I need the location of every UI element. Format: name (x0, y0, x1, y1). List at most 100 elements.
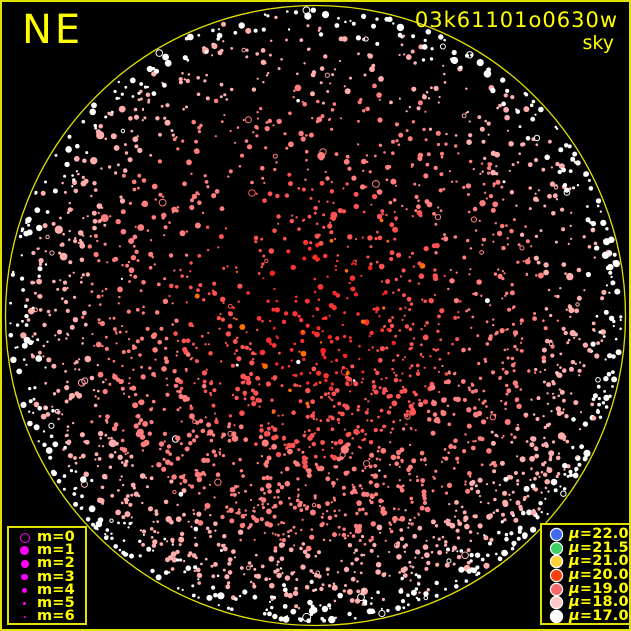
star (229, 487, 236, 493)
star (349, 598, 355, 603)
star (72, 271, 75, 274)
star (110, 493, 115, 498)
star (325, 567, 330, 572)
star (385, 376, 388, 380)
star (577, 462, 582, 467)
star (174, 285, 179, 289)
star (424, 199, 430, 204)
star (583, 289, 586, 292)
star (49, 434, 54, 439)
legend-row: m=3 (12, 569, 85, 584)
star (374, 492, 379, 497)
star (297, 488, 300, 491)
star (194, 542, 199, 548)
star (213, 98, 219, 104)
star (74, 470, 78, 473)
star (155, 116, 160, 121)
star (112, 359, 116, 363)
star (186, 432, 192, 438)
star (501, 436, 504, 439)
star (334, 68, 337, 71)
star (228, 570, 232, 574)
star (33, 332, 37, 336)
star (90, 290, 94, 293)
star (268, 248, 275, 254)
star (270, 398, 274, 402)
star (562, 462, 568, 469)
star (217, 246, 220, 249)
star (37, 406, 42, 411)
star (93, 188, 98, 192)
star (576, 267, 582, 273)
star (360, 428, 365, 433)
star (222, 534, 227, 539)
star (361, 507, 365, 512)
star (315, 570, 321, 576)
star (97, 371, 104, 378)
star (380, 509, 386, 515)
star (540, 491, 543, 494)
star (566, 272, 574, 281)
star (510, 95, 515, 100)
star (368, 265, 373, 271)
star (232, 339, 238, 344)
star (275, 299, 279, 303)
star (304, 584, 310, 590)
star (432, 348, 436, 351)
star (368, 348, 371, 351)
star (332, 201, 335, 205)
star (369, 500, 374, 505)
star (235, 501, 238, 504)
star (92, 218, 98, 224)
star (159, 326, 164, 331)
star (490, 411, 494, 414)
star (237, 283, 243, 289)
star (502, 198, 505, 201)
star (268, 447, 272, 450)
star (212, 388, 217, 393)
star (254, 240, 257, 243)
star (454, 579, 458, 583)
star (364, 410, 369, 415)
star (548, 457, 553, 462)
star (414, 587, 419, 591)
star (319, 586, 324, 592)
star (10, 356, 17, 363)
star (175, 456, 181, 461)
star (409, 426, 412, 429)
star (316, 427, 321, 432)
star (173, 383, 178, 388)
star (38, 308, 43, 312)
star (18, 234, 23, 239)
star (45, 412, 51, 417)
star (410, 571, 414, 575)
star (207, 429, 214, 436)
star (306, 381, 310, 385)
star (307, 389, 311, 393)
star (329, 221, 332, 224)
star (434, 469, 438, 473)
star (512, 330, 519, 336)
star (276, 563, 279, 566)
star (331, 446, 334, 449)
star (398, 465, 401, 468)
star (266, 455, 272, 461)
star (424, 138, 428, 142)
star (541, 462, 546, 467)
star (321, 583, 325, 587)
star (483, 70, 492, 78)
star (282, 521, 286, 525)
star (260, 564, 265, 569)
star (175, 136, 178, 139)
star (311, 366, 317, 372)
star (175, 435, 181, 441)
star (79, 280, 83, 284)
star (555, 127, 559, 130)
star (204, 50, 209, 54)
legend-label: μ=21.0 (569, 553, 629, 570)
star (245, 27, 252, 34)
star (129, 273, 133, 277)
star (121, 483, 125, 487)
star (145, 485, 149, 489)
